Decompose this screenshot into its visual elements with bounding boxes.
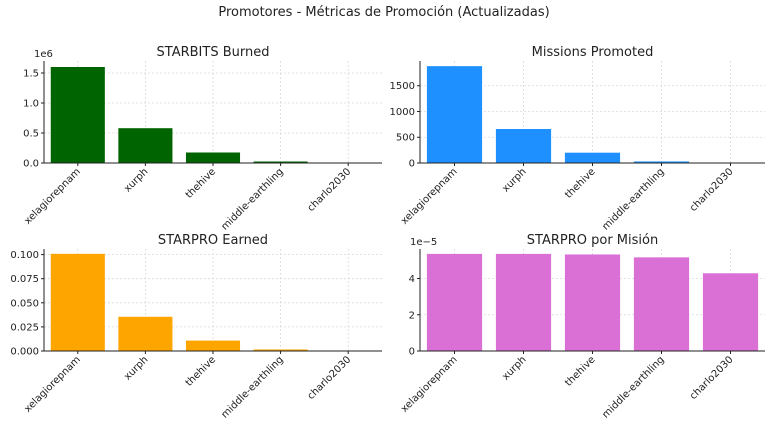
y-tick-label: 0 (409, 159, 415, 170)
x-tick-label: xelagiorepnam (22, 166, 82, 226)
x-tick-label: xurph (500, 166, 528, 194)
y-tick-label: 0.025 (10, 322, 39, 333)
bar-charlo2030 (702, 273, 759, 351)
chart-panel-2: 0 500 1000 1500 xelagiorepnam xurph thehive mid… (390, 45, 765, 233)
x-tick-label: xelagiorepnam (399, 354, 459, 414)
figure-title: Promotores - Métricas de Promoción (Actu… (218, 5, 549, 20)
bar-thehive (564, 254, 621, 351)
bar-middle-earthling (633, 257, 690, 351)
x-tick-label: xurph (122, 354, 150, 382)
x-tick-label: thehive (563, 166, 597, 200)
bar-middle-earthling (253, 161, 308, 163)
bar-xurph (495, 129, 552, 163)
y-tick-label: 0 (409, 347, 415, 358)
axis-offset-label: 1e6 (34, 49, 53, 60)
y-tick-label: 0.050 (10, 298, 39, 309)
y-tick-label: 1500 (390, 81, 415, 92)
bar-xelagiorepnam (426, 66, 483, 163)
x-tick-label: charlo2030 (688, 166, 736, 214)
chart-title: Missions Promoted (532, 45, 654, 60)
x-tick-label: xelagiorepnam (22, 354, 82, 414)
bar-xelagiorepnam (50, 67, 105, 163)
axis-offset-label: 1e−5 (410, 237, 437, 248)
bar-middle-earthling (633, 161, 690, 163)
x-tick-label: middle-earthling (600, 354, 666, 420)
x-tick-label: xelagiorepnam (399, 166, 459, 226)
y-tick-label: 1.5 (23, 69, 39, 80)
bar-xurph (495, 253, 552, 351)
x-tick-label: charlo2030 (688, 354, 736, 402)
y-tick-label: 0.5 (23, 129, 39, 140)
bar-xurph (118, 316, 173, 351)
y-tick-label: 2 (409, 310, 415, 321)
bar-middle-earthling (253, 349, 308, 351)
bar-xelagiorepnam (426, 253, 483, 351)
x-tick-label: thehive (563, 354, 597, 388)
x-tick-label: thehive (184, 166, 218, 200)
chart-panel-1: 0.0 0.5 1.0 1.5 xelagiorepnam xurph thehive mid… (22, 45, 382, 233)
x-tick-label: charlo2030 (306, 166, 354, 214)
chart-panel-3: 0.000 0.025 0.050 0.075 0.100 xelagiorepnam xu… (10, 233, 382, 421)
x-tick-label: xurph (122, 166, 150, 194)
chart-title: STARPRO Earned (158, 233, 268, 248)
chart-title: STARBITS Burned (157, 45, 270, 60)
x-tick-label: thehive (184, 354, 218, 388)
y-tick-label: 0.075 (10, 274, 39, 285)
y-tick-label: 1000 (390, 107, 415, 118)
x-tick-label: xurph (500, 354, 528, 382)
y-tick-label: 1.0 (23, 99, 39, 110)
y-tick-label: 0.000 (10, 347, 39, 358)
x-tick-label: middle-earthling (219, 166, 285, 232)
bar-thehive (185, 340, 241, 351)
bar-thehive (564, 152, 621, 163)
chart-panel-4: 0 2 4 xelagiorepnam xurph thehive middle-earth… (399, 233, 765, 421)
bar-thehive (185, 152, 241, 163)
bar-xelagiorepnam (50, 253, 105, 351)
y-tick-label: 0.100 (10, 250, 39, 261)
bar-xurph (118, 128, 173, 163)
x-tick-label: middle-earthling (219, 354, 285, 420)
x-tick-label: middle-earthling (600, 166, 666, 232)
y-tick-label: 500 (396, 133, 415, 144)
x-tick-label: charlo2030 (306, 354, 354, 402)
y-tick-label: 0.0 (23, 159, 39, 170)
chart-title: STARPRO por Misión (527, 233, 658, 248)
y-tick-label: 4 (409, 274, 415, 285)
